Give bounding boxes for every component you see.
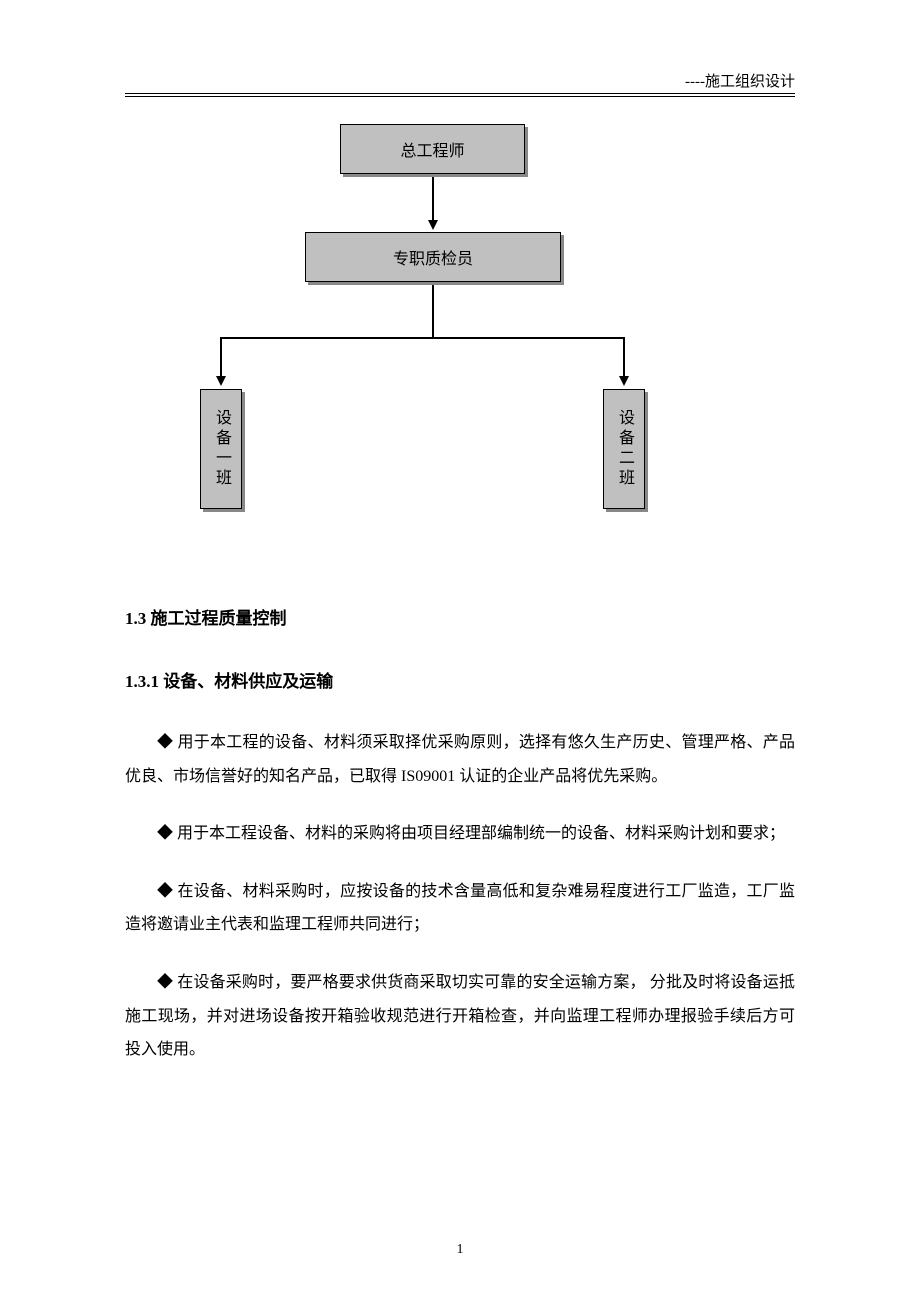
page-header: ----施工组织设计 [125, 70, 795, 94]
heading-section: 1.3 施工过程质量控制 [125, 604, 795, 629]
paragraph: ◆ 在设备采购时，要严格要求供货商采取切实可靠的安全运输方案， 分批及时将设备运… [125, 966, 795, 1067]
node-team-one: 设备一班 [200, 389, 242, 509]
edge-line [623, 337, 625, 377]
node-quality-inspector: 专职质检员 [305, 232, 561, 282]
heading-subsection: 1.3.1 设备、材料供应及运输 [125, 667, 795, 692]
arrow-icon [619, 376, 629, 386]
paragraph: ◆ 用于本工程设备、材料的采购将由项目经理部编制统一的设备、材料采购计划和要求； [125, 817, 795, 851]
node-chief-engineer: 总工程师 [340, 124, 525, 174]
arrow-icon [216, 376, 226, 386]
edge-line [432, 177, 434, 222]
arrow-icon [428, 220, 438, 230]
org-flowchart: 总工程师 专职质检员 设备一班 设备二班 [125, 124, 795, 554]
paragraph: ◆ 在设备、材料采购时，应按设备的技术含量高低和复杂难易程度进行工厂监造，工厂监… [125, 875, 795, 942]
edge-line [220, 337, 625, 339]
page-number: 1 [0, 1242, 920, 1258]
paragraph: ◆ 用于本工程的设备、材料须采取择优采购原则，选择有悠久生产历史、管理严格、产品… [125, 726, 795, 793]
edge-line [432, 285, 434, 337]
edge-line [220, 337, 222, 377]
node-team-two: 设备二班 [603, 389, 645, 509]
